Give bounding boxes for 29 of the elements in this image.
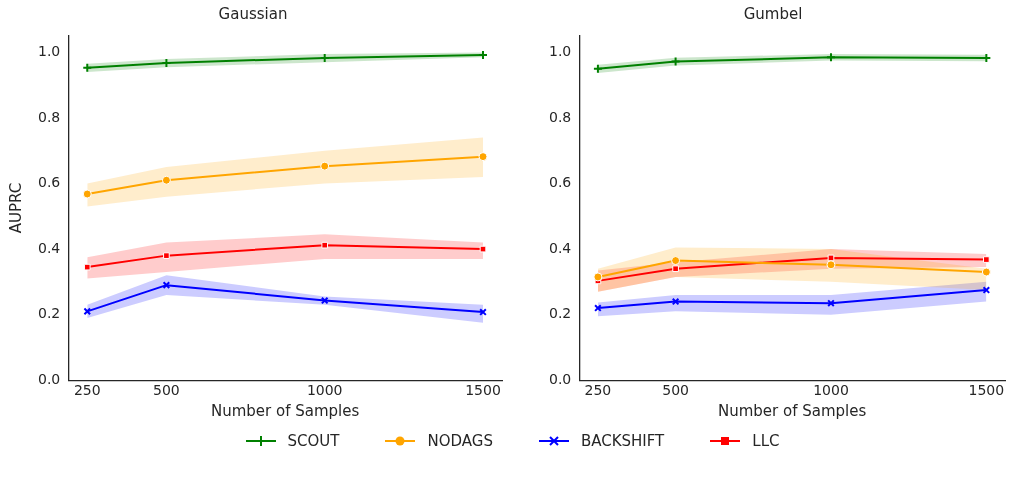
x-tick-label: 500 bbox=[662, 382, 689, 399]
chart-title: Gumbel bbox=[743, 4, 803, 23]
x-axis-title: Number of Samples bbox=[717, 401, 867, 420]
x-tick-label: 250 bbox=[584, 382, 612, 399]
y-tick-label: 0.4 bbox=[549, 239, 572, 256]
legend-label: BACKSHIFT bbox=[580, 432, 665, 450]
x-tick-label: 1500 bbox=[465, 382, 501, 399]
y-tick-label: 0.0 bbox=[549, 370, 572, 387]
x-tick-label: 1000 bbox=[306, 382, 343, 399]
chart-title: Gaussian bbox=[218, 4, 288, 23]
y-tick-label: 0.8 bbox=[549, 108, 572, 125]
y-tick-label: 0.2 bbox=[38, 305, 61, 322]
y-tick-label: 0.6 bbox=[38, 174, 61, 191]
x-axis-title: Number of Samples bbox=[210, 401, 360, 420]
legend-label: LLC bbox=[752, 432, 780, 450]
y-tick-label: 0.0 bbox=[38, 370, 61, 387]
x-tick-label: 500 bbox=[153, 382, 180, 399]
y-axis-title: AUPRC bbox=[6, 182, 25, 234]
x-tick-label: 1500 bbox=[968, 382, 1005, 399]
y-tick-label: 0.8 bbox=[38, 108, 61, 125]
y-tick-label: 1.0 bbox=[38, 43, 61, 60]
x-tick-label: 250 bbox=[73, 382, 101, 399]
y-tick-label: 0.6 bbox=[549, 174, 572, 191]
legend-label: SCOUT bbox=[287, 432, 340, 450]
x-tick-label: 1000 bbox=[813, 382, 849, 399]
y-tick-label: 0.4 bbox=[38, 239, 61, 256]
y-tick-label: 1.0 bbox=[549, 43, 572, 60]
y-tick-label: 0.2 bbox=[549, 305, 572, 322]
legend-label: NODAGS bbox=[427, 432, 493, 450]
